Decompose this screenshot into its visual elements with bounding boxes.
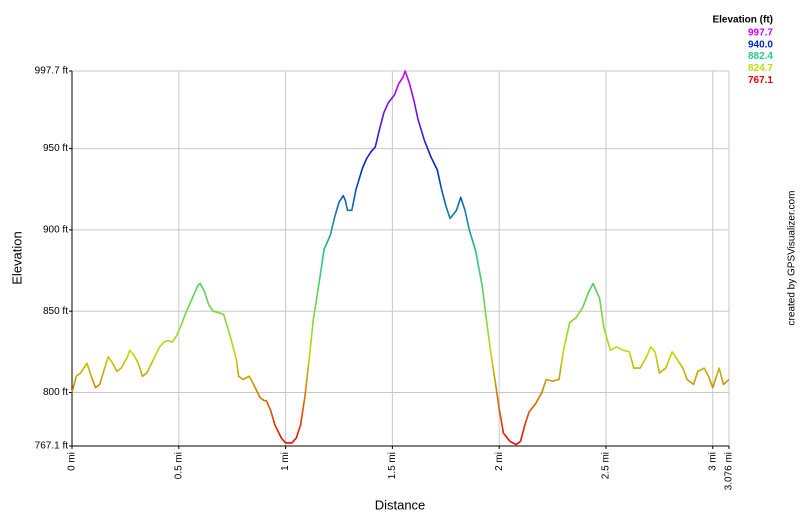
y-axis-title: Elevation bbox=[9, 231, 24, 284]
x-tick-label: 2 mi bbox=[494, 452, 505, 471]
legend-entry: 997.7 bbox=[748, 28, 773, 39]
credit: created by GPSVisualizer.com bbox=[787, 191, 798, 326]
y-tick-label: 767.1 ft bbox=[35, 441, 69, 452]
y-tick-label: 850 ft bbox=[43, 306, 68, 317]
x-axis-title: Distance bbox=[375, 497, 426, 512]
y-tick-label: 900 ft bbox=[43, 225, 68, 236]
x-tick-label: 1 mi bbox=[280, 452, 291, 471]
x-tick-label: 1.5 mi bbox=[387, 452, 398, 479]
y-tick-label: 800 ft bbox=[43, 387, 68, 398]
legend-entry: 940.0 bbox=[748, 39, 773, 50]
legend-entry: 824.7 bbox=[748, 63, 773, 74]
y-tick-label: 997.7 ft bbox=[35, 66, 69, 77]
x-tick-label: 0.5 mi bbox=[173, 452, 184, 479]
legend-title: Elevation (ft) bbox=[712, 15, 773, 26]
legend-entry: 767.1 bbox=[748, 75, 773, 86]
x-tick-label: 3 mi bbox=[707, 452, 718, 471]
x-tick-label: 3.076 mi bbox=[724, 452, 735, 490]
elevation-line bbox=[71, 70, 730, 446]
y-tick-label: 950 ft bbox=[43, 143, 68, 154]
legend-entry: 882.4 bbox=[748, 51, 773, 62]
x-tick-label: 0 mi bbox=[67, 452, 78, 471]
x-tick-label: 2.5 mi bbox=[601, 452, 612, 479]
